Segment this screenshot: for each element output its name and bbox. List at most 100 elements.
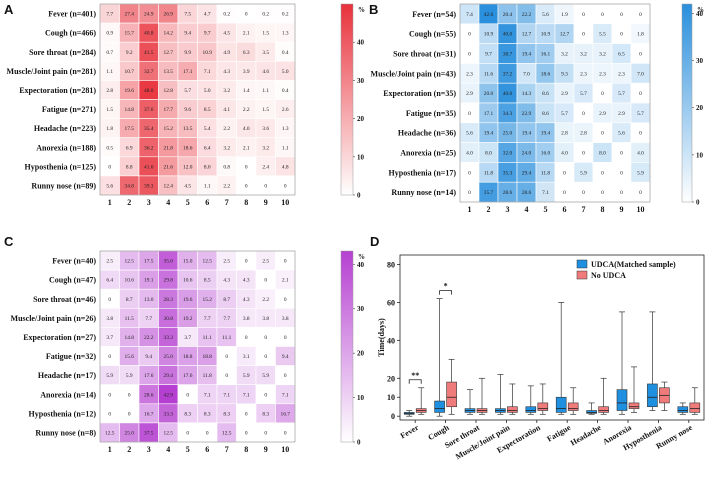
cell-value: 28.6: [144, 392, 154, 398]
cell-value: 2.2: [223, 183, 230, 189]
cell-value: 0: [601, 91, 604, 97]
colorbar-tick-label: 30: [357, 305, 365, 313]
cell-value: 7.0: [523, 71, 530, 77]
cell-value: 2.4: [262, 164, 269, 170]
cell-value: 5.9: [126, 373, 133, 379]
box: [525, 406, 537, 413]
column-label: 1: [468, 205, 472, 214]
cell-value: 3.8: [262, 316, 269, 322]
cell-value: 26.9: [164, 12, 174, 18]
cell-value: 0: [639, 131, 642, 137]
cell-value: 6.3: [243, 50, 250, 56]
column-label: 8: [601, 205, 605, 214]
cell-value: 5.0: [282, 69, 289, 75]
cell-value: 3.1: [243, 354, 250, 360]
column-label: 3: [147, 445, 151, 454]
cell-value: 21.8: [164, 145, 174, 151]
cell-value: 18.6: [183, 145, 193, 151]
cell-value: 0: [601, 131, 604, 137]
cell-value: 1.1: [106, 69, 113, 75]
cell-value: 19.4: [541, 131, 551, 137]
cell-value: 0: [264, 278, 267, 284]
cell-value: 0: [245, 430, 248, 436]
cell-value: 7.1: [542, 190, 549, 196]
cell-value: 0: [468, 190, 471, 196]
cell-value: 12.5: [222, 430, 232, 436]
significance-bracket: [408, 379, 422, 384]
cell-value: 25.0: [125, 430, 135, 436]
row-label: Cough (n=466): [45, 29, 96, 38]
cell-value: 5.0: [204, 88, 211, 94]
cell-value: 5.7: [561, 111, 568, 117]
row-label: Hyposthenia (n=125): [25, 162, 97, 171]
cell-value: 0.5: [106, 145, 113, 151]
cell-value: 12.4: [164, 183, 174, 189]
y-tick-label: 20: [387, 374, 395, 383]
cell-value: 14.3: [522, 91, 532, 97]
cell-value: 14.2: [164, 31, 174, 37]
cell-value: 12.0: [183, 164, 193, 170]
cell-value: 29.8: [164, 278, 174, 284]
cell-value: 33.3: [164, 335, 174, 341]
row-label: Muscle/Joint pain (n=281): [7, 67, 97, 76]
row-label: Headache (n=223): [34, 124, 96, 133]
panel-label: C: [4, 234, 14, 249]
cell-value: 12.5: [125, 259, 135, 265]
cell-value: 10.6: [125, 278, 135, 284]
cell-value: 11.6: [484, 71, 494, 77]
column-label: 7: [582, 205, 586, 214]
column-label: 7: [225, 445, 229, 454]
box: [537, 402, 549, 411]
column-label: 6: [205, 445, 209, 454]
box: [628, 402, 640, 409]
cell-value: 17.6: [183, 373, 193, 379]
row-label: Runny nose (n=89): [31, 181, 96, 190]
cell-value: 10.9: [484, 32, 494, 38]
cell-value: 29.4: [522, 170, 532, 176]
cell-value: 3.2: [561, 52, 568, 58]
cell-value: 14.8: [125, 107, 135, 113]
box: [567, 402, 579, 411]
cell-value: 2.9: [618, 111, 625, 117]
colorbar-tick-label: 10: [357, 394, 365, 402]
cell-value: 13.5: [164, 69, 174, 75]
colorbar: [340, 250, 354, 443]
cell-value: 8.7: [126, 297, 133, 303]
box: [689, 402, 701, 413]
cell-value: 0: [582, 32, 585, 38]
colorbar: [340, 3, 354, 196]
cell-value: 0: [620, 190, 623, 196]
cell-value: 17.5: [144, 259, 154, 265]
cell-value: 10.9: [541, 32, 551, 38]
cell-value: 15.2: [164, 126, 174, 132]
cell-value: 4.0: [637, 151, 644, 157]
cell-value: 0: [284, 297, 287, 303]
cell-value: 42.9: [164, 392, 174, 398]
cell-value: 25.0: [503, 131, 513, 137]
cell-value: 19.6: [125, 88, 135, 94]
cell-value: 18.8: [183, 354, 193, 360]
cell-value: 0: [468, 111, 471, 117]
cell-value: 2.5: [262, 259, 269, 265]
column-label: 9: [620, 205, 624, 214]
cell-value: 0: [284, 373, 287, 379]
cell-value: 0: [582, 190, 585, 196]
plot-frame: [399, 254, 705, 421]
cell-value: 5.7: [184, 88, 191, 94]
row-label: Fatigue (n=271): [42, 105, 96, 114]
row-label: Sore throat (n=31): [393, 50, 456, 59]
cell-value: 2.8: [106, 88, 113, 94]
cell-value: 4.3: [223, 69, 230, 75]
cell-value: 10.7: [125, 69, 135, 75]
grid-border: [99, 250, 296, 443]
cell-value: 8.6: [542, 111, 549, 117]
row-label: Muscle/Joint pain (n=43): [371, 69, 457, 78]
y-axis-label: Time(days): [377, 318, 386, 357]
cell-value: 2.9: [466, 91, 473, 97]
cell-value: 0: [264, 335, 267, 341]
cell-value: 5.4: [204, 126, 211, 132]
cell-value: 30.8: [164, 316, 174, 322]
cell-value: 3.2: [580, 52, 587, 58]
cell-value: 0: [468, 170, 471, 176]
colorbar-tick-label: 0: [696, 199, 700, 207]
